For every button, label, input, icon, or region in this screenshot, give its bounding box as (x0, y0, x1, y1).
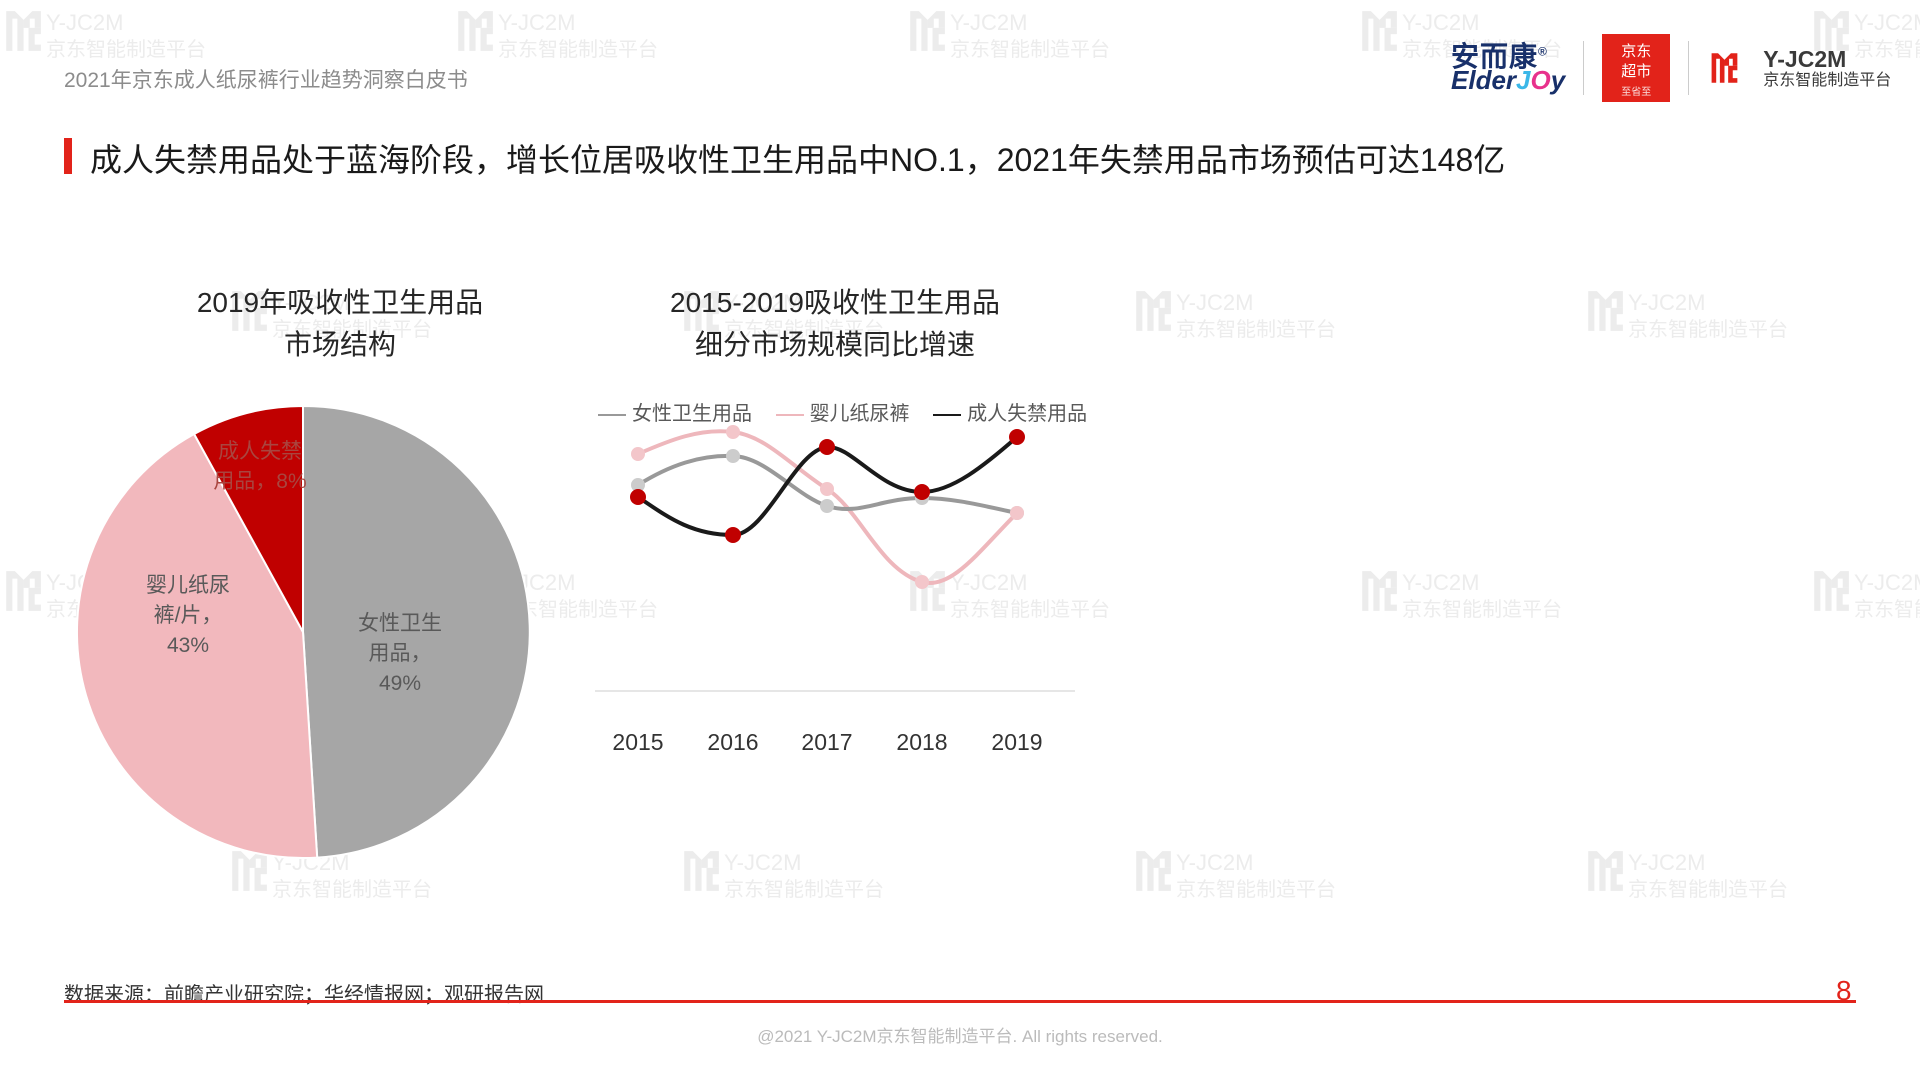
svg-text:49%: 49% (379, 672, 421, 695)
svg-text:2019: 2019 (991, 729, 1042, 755)
svg-text:43%: 43% (167, 634, 209, 657)
svg-text:女性卫生: 女性卫生 (358, 612, 442, 635)
svg-text:裤/片，: 裤/片， (154, 604, 223, 627)
svg-text:用品，8%: 用品，8% (213, 470, 306, 493)
svg-text:2016: 2016 (707, 729, 758, 755)
svg-text:2018: 2018 (896, 729, 947, 755)
svg-text:2017: 2017 (801, 729, 852, 755)
svg-text:婴儿纸尿: 婴儿纸尿 (146, 574, 230, 597)
svg-text:成人失禁: 成人失禁 (218, 440, 302, 463)
svg-text:用品，: 用品， (369, 642, 432, 665)
svg-text:2015: 2015 (612, 729, 663, 755)
